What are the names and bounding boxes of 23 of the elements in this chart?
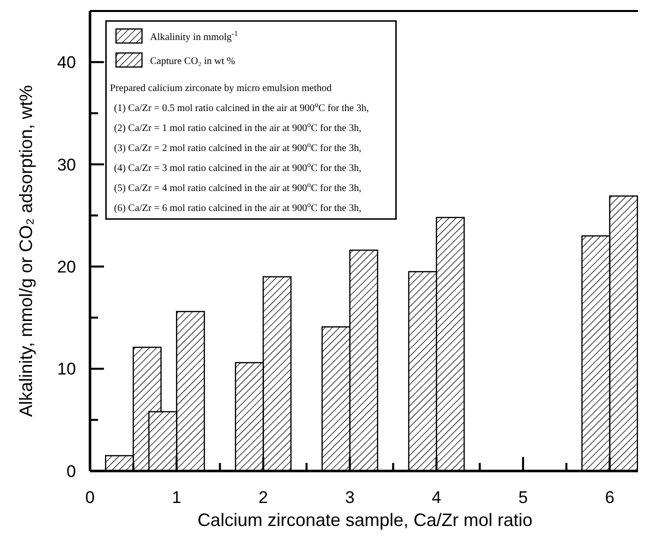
legend-label: Alkalinity in mmolg$^{-1}$ [150,28,238,43]
x-axis-title: Calcium zirconate sample, Ca/Zr mol ratio [197,510,533,530]
annotation: (6) Ca/Zr = 6 mol ratio calcined in the air at 900$^{o}$C for the 3h, [114,200,362,214]
y-tick-label: 30 [57,155,76,174]
y-tick-label: 20 [57,258,76,277]
y-tick-label: 10 [57,360,76,379]
y-axis-title: Alkalinity, mmol/g or CO₂ adsorption, wt% [16,85,36,417]
x-tick-label: 5 [518,488,528,507]
legend-label: Capture CO₂ in wt % [150,56,236,67]
x-tick-label: 3 [345,488,355,507]
annotation: (2) Ca/Zr = 1 mol ratio calcined in the air at 900$^{o}$C for the 3h, [114,120,362,134]
x-tick-label: 6 [604,488,614,507]
annotation: Prepared calicium zirconate by micro emulsion method [110,83,332,94]
x-tick-label: 0 [85,488,95,507]
x-tick-label: 4 [432,488,442,507]
y-tick-label: 0 [66,462,76,481]
annotation: (1) Ca/Zr = 0.5 mol ratio calcined in the air at 900$^{o}$C for the 3h, [114,100,369,114]
annotation: (3) Ca/Zr = 2 mol ratio calcined in the air at 900$^{o}$C for the 3h, [114,140,362,154]
x-tick-label: 1 [172,488,182,507]
x-tick-label: 2 [258,488,268,507]
annotation: (5) Ca/Zr = 4 mol ratio calcined in the air at 900$^{o}$C for the 3h, [114,180,362,194]
annotation: (4) Ca/Zr = 3 mol ratio calcined in the air at 900$^{o}$C for the 3h, [114,160,362,174]
y-tick-label: 40 [57,53,76,72]
